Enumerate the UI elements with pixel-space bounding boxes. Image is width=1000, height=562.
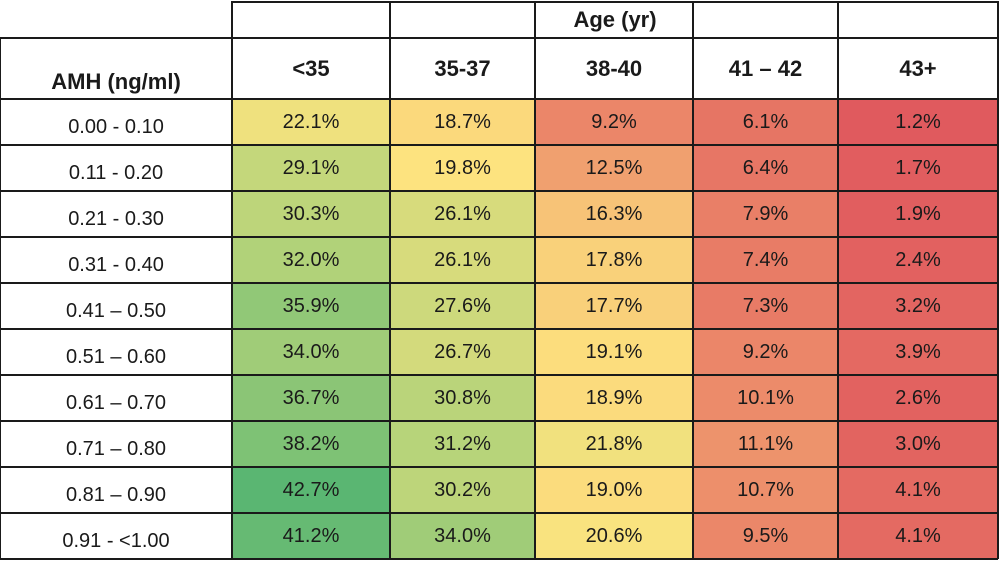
grid-line-h xyxy=(0,374,998,376)
heatmap-cell: 16.3% xyxy=(535,191,693,237)
grid-line-h xyxy=(0,558,998,560)
heatmap-cell: 26.1% xyxy=(390,237,535,283)
heatmap-cell: 9.5% xyxy=(693,513,838,559)
heatmap-cell: 7.3% xyxy=(693,283,838,329)
heatmap-cell: 9.2% xyxy=(693,329,838,375)
grid-line-h xyxy=(0,466,998,468)
grid-line-v xyxy=(534,1,536,559)
heatmap-cell: 18.7% xyxy=(390,99,535,145)
heatmap-cell: 42.7% xyxy=(232,467,390,513)
row-label: 0.71 – 0.80 xyxy=(65,438,167,460)
row-label: 0.00 - 0.10 xyxy=(68,116,164,138)
row-label: 0.21 - 0.30 xyxy=(68,208,164,230)
grid-line-v xyxy=(997,1,999,559)
row-label: 0.41 – 0.50 xyxy=(65,300,167,322)
grid-line-h xyxy=(0,236,998,238)
heatmap-cell: 31.2% xyxy=(390,421,535,467)
column-header: <35 xyxy=(292,55,330,81)
heatmap-cell: 12.5% xyxy=(535,145,693,191)
heatmap-cell: 3.0% xyxy=(838,421,998,467)
row-label: 0.91 - <1.00 xyxy=(62,530,170,552)
grid-line-h xyxy=(0,512,998,514)
heatmap-cell: 26.1% xyxy=(390,191,535,237)
heatmap-cell: 1.2% xyxy=(838,99,998,145)
heatmap-cell: 3.9% xyxy=(838,329,998,375)
heatmap-cell: 19.1% xyxy=(535,329,693,375)
row-label: 0.81 – 0.90 xyxy=(65,484,167,506)
heatmap-cell: 10.1% xyxy=(693,375,838,421)
grid-line-h xyxy=(0,37,998,39)
heatmap-cell: 2.6% xyxy=(838,375,998,421)
grid-line-v xyxy=(837,1,839,559)
heatmap-cell: 20.6% xyxy=(535,513,693,559)
heatmap-cell: 7.4% xyxy=(693,237,838,283)
row-label: 0.11 - 0.20 xyxy=(68,162,164,184)
grid-line-h xyxy=(0,282,998,284)
column-header: 38-40 xyxy=(585,55,643,81)
column-header: 43+ xyxy=(899,55,937,81)
heatmap-cell: 10.7% xyxy=(693,467,838,513)
grid-line-h xyxy=(0,144,998,146)
heatmap-cell: 22.1% xyxy=(232,99,390,145)
grid-line-v xyxy=(0,37,1,559)
heatmap-cell: 2.4% xyxy=(838,237,998,283)
row-label: 0.51 – 0.60 xyxy=(65,346,167,368)
heatmap-cell: 34.0% xyxy=(232,329,390,375)
heatmap-cell: 1.7% xyxy=(838,145,998,191)
heatmap-cell: 4.1% xyxy=(838,513,998,559)
grid-line-h xyxy=(0,98,998,100)
row-header: AMH (ng/ml) xyxy=(51,69,181,94)
heatmap-cell: 17.8% xyxy=(535,237,693,283)
column-header: 41 – 42 xyxy=(728,55,803,81)
heatmap-cell: 4.1% xyxy=(838,467,998,513)
heatmap-cell: 6.1% xyxy=(693,99,838,145)
heatmap-cell: 30.8% xyxy=(390,375,535,421)
heatmap-cell: 19.8% xyxy=(390,145,535,191)
heatmap-cell: 38.2% xyxy=(232,421,390,467)
grid-line-h xyxy=(0,420,998,422)
heatmap-cell: 41.2% xyxy=(232,513,390,559)
grid-line-v xyxy=(389,1,391,559)
heatmap-cell: 18.9% xyxy=(535,375,693,421)
heatmap-cell: 35.9% xyxy=(232,283,390,329)
grid-line-h xyxy=(232,1,998,3)
heatmap-cell: 7.9% xyxy=(693,191,838,237)
heatmap-cell: 32.0% xyxy=(232,237,390,283)
heatmap-cell: 9.2% xyxy=(535,99,693,145)
heatmap-cell: 11.1% xyxy=(693,421,838,467)
heatmap-cell: 30.2% xyxy=(390,467,535,513)
heatmap-cell: 36.7% xyxy=(232,375,390,421)
heatmap-cell: 19.0% xyxy=(535,467,693,513)
heatmap-cell: 34.0% xyxy=(390,513,535,559)
heatmap-cell: 29.1% xyxy=(232,145,390,191)
heatmap-cell: 26.7% xyxy=(390,329,535,375)
heatmap-cell: 6.4% xyxy=(693,145,838,191)
heatmap-cell: 17.7% xyxy=(535,283,693,329)
grid-line-h xyxy=(0,328,998,330)
column-header: 35-37 xyxy=(434,55,491,81)
heatmap-cell: 1.9% xyxy=(838,191,998,237)
grid-line-v xyxy=(231,1,233,559)
heatmap-cell: 30.3% xyxy=(232,191,390,237)
heatmap-cell: 3.2% xyxy=(838,283,998,329)
heatmap-cell: 21.8% xyxy=(535,421,693,467)
column-group-header: Age (yr) xyxy=(573,7,657,32)
row-label: 0.61 – 0.70 xyxy=(65,392,167,414)
heatmap-cell: 27.6% xyxy=(390,283,535,329)
grid-line-h xyxy=(0,190,998,192)
grid-line-v xyxy=(692,1,694,559)
row-label: 0.31 - 0.40 xyxy=(68,254,164,276)
